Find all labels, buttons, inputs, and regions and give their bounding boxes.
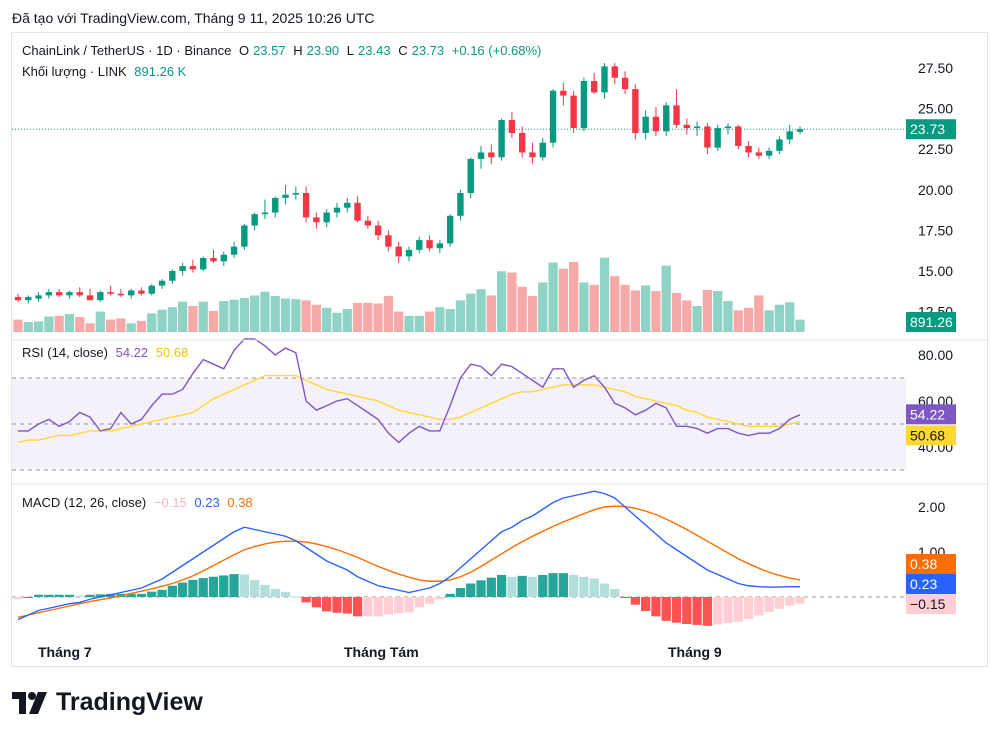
volume-legend[interactable]: Khối lượng · LINK 891.26 K [22, 64, 190, 79]
symbol-title: ChainLink / TetherUS · 1D · Binance [22, 43, 232, 58]
tradingview-logo-icon [12, 691, 47, 714]
chart-frame [11, 32, 988, 667]
tradingview-logo[interactable]: TradingView [12, 688, 203, 717]
rsi-legend[interactable]: RSI (14, close) 54.22 50.68 [22, 345, 192, 360]
ohlc-close-label: C [398, 43, 408, 58]
price-legend[interactable]: ChainLink / TetherUS · 1D · Binance O 23.… [22, 43, 545, 58]
rsi-label: RSI (14, close) [22, 345, 108, 360]
tradingview-logo-text: TradingView [56, 688, 203, 716]
volume-value: 891.26 K [134, 64, 187, 79]
macd-hist-value: −0.15 [153, 495, 187, 510]
rsi-ma-value: 50.68 [155, 345, 189, 360]
macd-line-value: 0.23 [194, 495, 220, 510]
ohlc-high-value: 23.90 [306, 43, 340, 58]
ohlc-open-value: 23.57 [253, 43, 286, 58]
ohlc-low-value: 23.43 [358, 43, 391, 58]
ohlc-low-label: L [346, 43, 355, 58]
macd-signal-value: 0.38 [227, 495, 253, 510]
ohlc-high-label: H [293, 43, 303, 58]
price-change: +0.16 (+0.68%) [451, 43, 542, 58]
ohlc-close-value: 23.73 [411, 43, 445, 58]
macd-label: MACD (12, 26, close) [22, 495, 147, 510]
created-with-caption: Đã tạo với TradingView.com, Tháng 9 11, … [12, 10, 375, 26]
volume-label: Khối lượng · LINK [22, 64, 127, 79]
ohlc-open-label: O [238, 43, 250, 58]
macd-legend[interactable]: MACD (12, 26, close) −0.15 0.23 0.38 [22, 495, 257, 510]
rsi-value: 54.22 [115, 345, 149, 360]
